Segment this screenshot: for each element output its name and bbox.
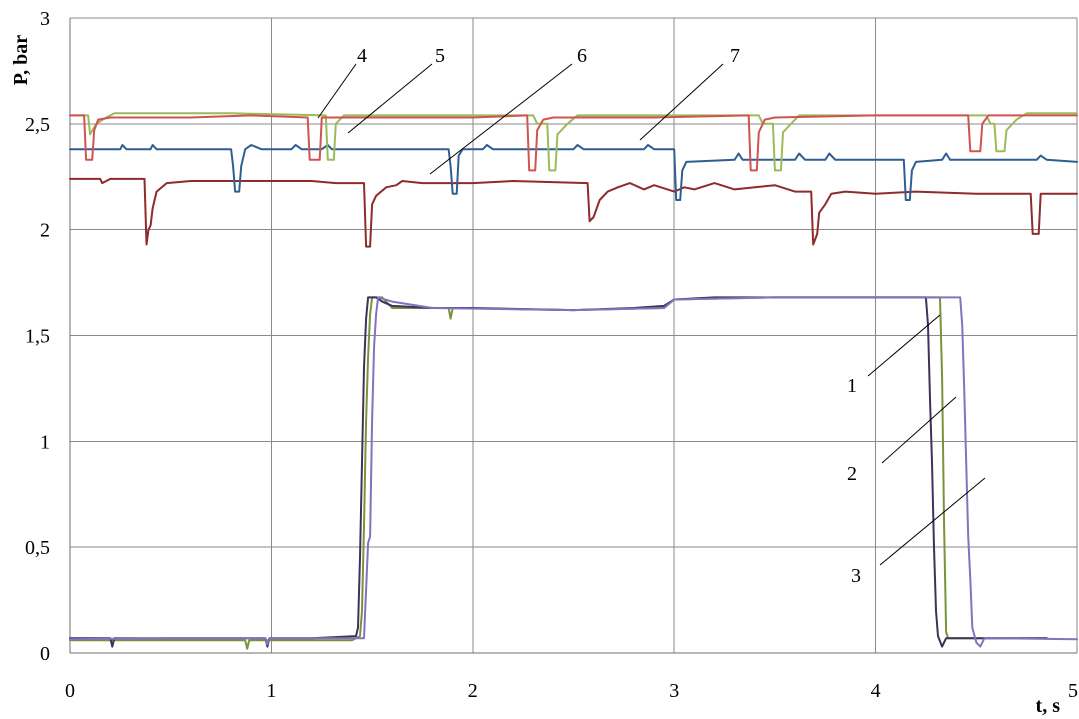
y-tick-label-0: 0 <box>40 643 50 665</box>
annotation-label-3: 3 <box>851 565 861 587</box>
annotation-label-1: 1 <box>847 375 857 397</box>
x-tick-label-5: 5 <box>1068 680 1078 702</box>
annotation-leader-5 <box>348 64 432 133</box>
series-line-1 <box>70 297 1047 646</box>
series-line-6 <box>70 179 1077 247</box>
y-tick-label-2,5: 2,5 <box>25 114 50 136</box>
x-axis-title: t, s <box>1036 695 1061 717</box>
series-line-2 <box>70 297 1047 648</box>
y-tick-label-1,5: 1,5 <box>25 326 50 348</box>
series-line-3 <box>70 297 1077 646</box>
x-tick-label-4: 4 <box>871 680 881 702</box>
annotation-leader-4 <box>318 64 356 118</box>
annotation-label-4: 4 <box>357 45 367 67</box>
y-tick-label-3: 3 <box>40 8 50 30</box>
x-tick-label-2: 2 <box>468 680 478 702</box>
annotation-label-5: 5 <box>435 45 445 67</box>
series-annotations: 1 2 3 4 5 6 7 <box>318 45 985 587</box>
y-tick-label-0,5: 0,5 <box>25 537 50 559</box>
annotation-label-2: 2 <box>847 463 857 485</box>
annotation-label-6: 6 <box>577 45 587 67</box>
annotation-label-7: 7 <box>730 45 740 67</box>
x-tick-label-3: 3 <box>669 680 679 702</box>
y-tick-label-1: 1 <box>40 431 50 453</box>
x-tick-label-0: 0 <box>65 680 75 702</box>
y-tick-label-2: 2 <box>40 220 50 242</box>
x-tick-label-1: 1 <box>266 680 276 702</box>
y-axis-title: P, bar <box>10 35 32 86</box>
annotation-leader-2 <box>882 397 956 463</box>
series-lines <box>70 113 1077 649</box>
annotation-leader-7 <box>640 64 723 140</box>
tick-labels: 0 0,5 1 1,5 2 2,5 3 0 1 2 3 4 5 <box>25 8 1078 702</box>
